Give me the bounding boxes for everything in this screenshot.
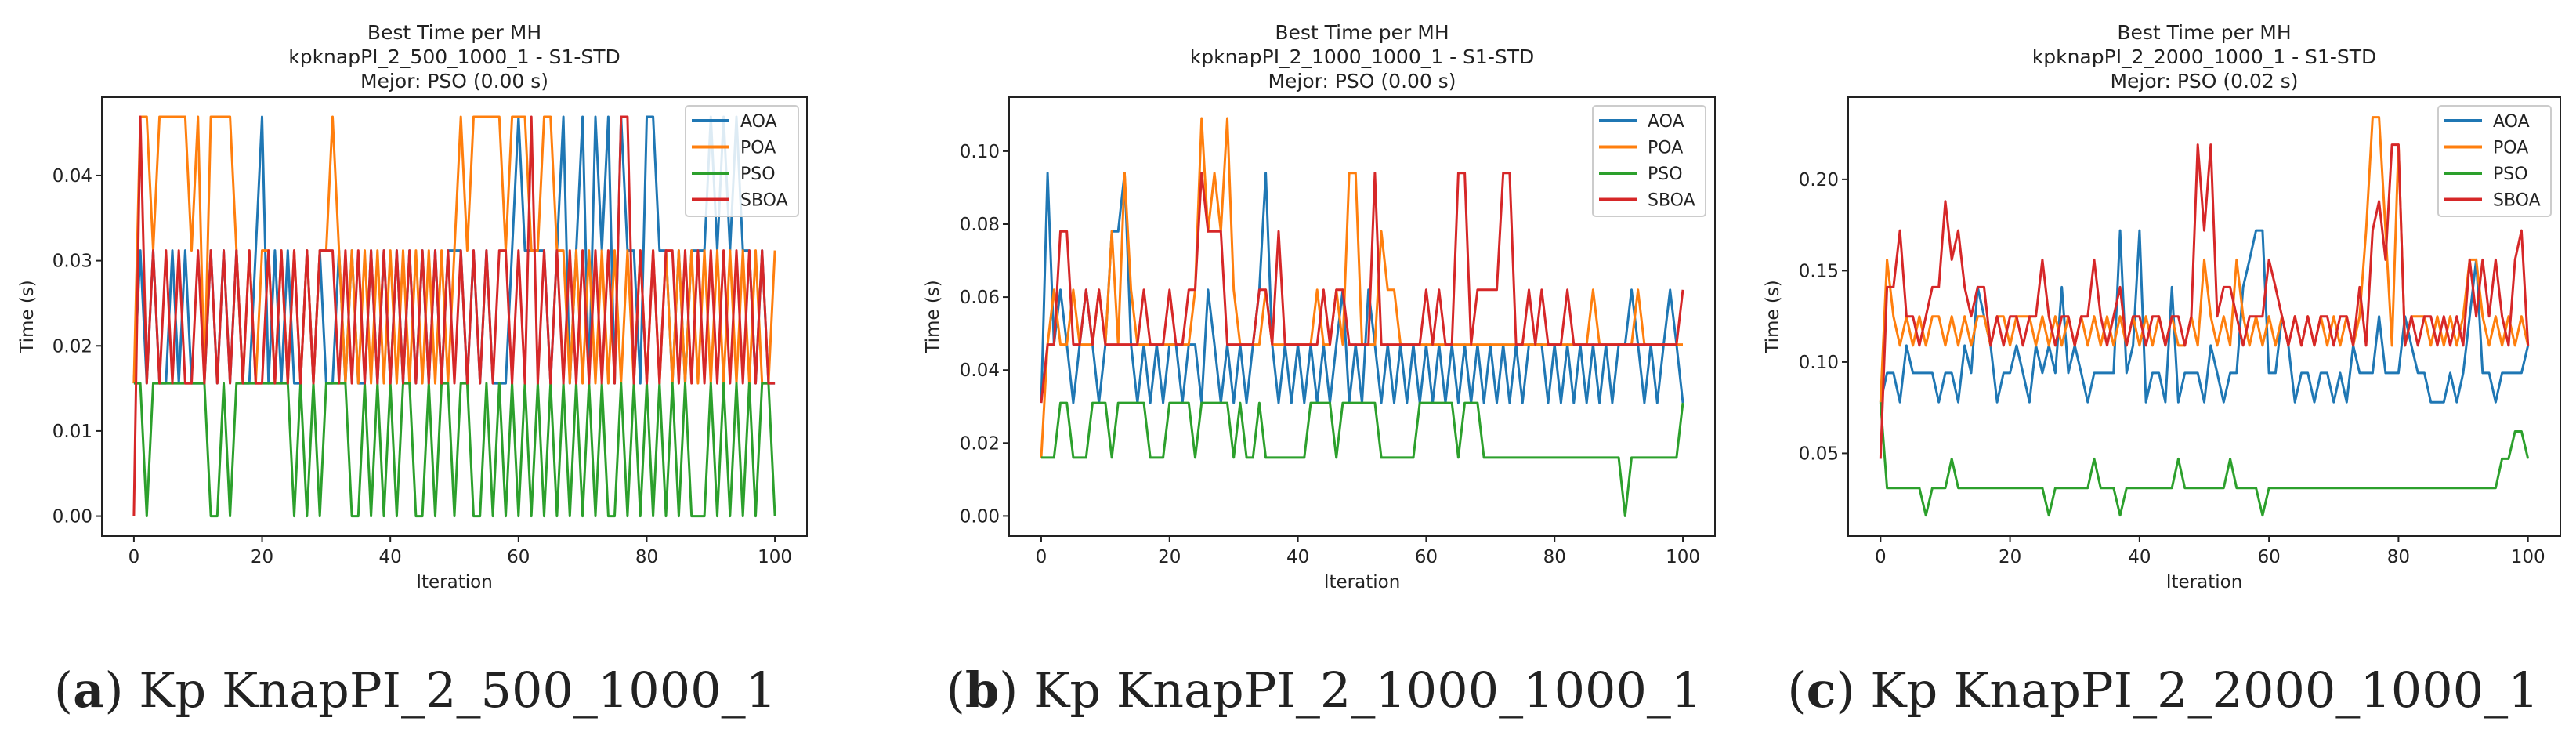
legend-label: AOA: [2493, 112, 2530, 132]
y-tick-label: 0.02: [960, 433, 1000, 454]
x-tick-label: 100: [758, 547, 792, 567]
y-tick-label: 0.06: [960, 288, 1000, 308]
x-tick-label: 80: [635, 547, 658, 567]
x-tick-label: 20: [1158, 547, 1181, 567]
x-axis-label: Iteration: [2166, 572, 2243, 592]
series-line-sboa: [1879, 143, 2530, 459]
caption-paren-open: (: [1787, 661, 1806, 719]
caption-letter: a: [73, 661, 104, 719]
y-tick-label: 0.05: [1799, 444, 1839, 464]
legend-label: SBOA: [740, 191, 788, 211]
x-tick-label: 40: [1286, 547, 1309, 567]
subfigure-caption: (b) Kp KnapPI_2_1000_1000_1: [946, 661, 1702, 719]
legend: AOA POA PSO SBOA: [685, 105, 799, 217]
subfigure-caption: (c) Kp KnapPI_2_2000_1000_1: [1787, 661, 2538, 719]
y-tick-label: 0.02: [52, 336, 92, 357]
legend-label: POA: [740, 139, 776, 158]
caption-letter: b: [965, 661, 999, 719]
y-tick-label: 0.04: [52, 166, 92, 187]
legend-box: [1592, 105, 1706, 217]
chart-title-line: Best Time per MH: [2117, 21, 2291, 44]
axes-frame: [1008, 96, 1716, 537]
series-line-poa: [132, 115, 776, 385]
legend-label: POA: [2493, 139, 2528, 158]
y-axis-label: Time (s): [17, 280, 38, 354]
x-axis-label: Iteration: [1324, 572, 1401, 592]
x-tick-label: 0: [128, 547, 140, 567]
legend-label: SBOA: [2493, 191, 2541, 211]
legend-label: AOA: [1648, 112, 1684, 132]
chart-title-line: Mejor: PSO (0.02 s): [2110, 70, 2298, 92]
caption-text: Kp KnapPI_2_500_1000_1: [124, 661, 777, 719]
y-axis-label: Time (s): [1763, 280, 1783, 354]
chart-title-line: Best Time per MH: [1275, 21, 1449, 44]
series-line-sboa: [132, 115, 776, 516]
x-axis-label: Iteration: [416, 572, 493, 592]
x-tick-label: 100: [2511, 547, 2545, 567]
chart-title-line: kpknapPI_2_2000_1000_1 - S1-STD: [2032, 45, 2376, 68]
caption-text: Kp KnapPI_2_2000_1000_1: [1855, 661, 2539, 719]
axes-frame: [101, 96, 808, 537]
y-tick-label: 0.04: [960, 361, 1000, 381]
chart-title-line: Best Time per MH: [367, 21, 541, 44]
y-tick-label: 0.08: [960, 215, 1000, 235]
x-tick-label: 0: [1875, 547, 1887, 567]
x-tick-label: 40: [2128, 547, 2151, 567]
chart-title-line: kpknapPI_2_500_1000_1 - S1-STD: [288, 45, 620, 68]
series-line-aoa: [1040, 172, 1684, 404]
series-line-poa: [1879, 116, 2530, 403]
legend: AOA POA PSO SBOA: [1592, 105, 1706, 217]
caption-paren-close: ): [999, 661, 1018, 719]
x-tick-label: 20: [251, 547, 273, 567]
y-tick-label: 0.00: [52, 507, 92, 527]
legend-label: SBOA: [1648, 191, 1695, 211]
chart-title-line: Mejor: PSO (0.00 s): [360, 70, 548, 92]
x-tick-label: 60: [507, 547, 530, 567]
caption-paren-open: (: [946, 661, 965, 719]
series-line-poa: [1040, 117, 1683, 458]
chart-title-line: Mejor: PSO (0.00 s): [1268, 70, 1456, 92]
legend-label: PSO: [2493, 165, 2528, 184]
legend-label: PSO: [1648, 165, 1683, 184]
caption-paren-close: ): [1836, 661, 1854, 719]
legend: AOA POA PSO SBOA: [2437, 105, 2552, 217]
x-tick-label: 100: [1666, 547, 1700, 567]
caption-paren-close: ): [104, 661, 123, 719]
caption-text: Kp KnapPI_2_1000_1000_1: [1018, 661, 1702, 719]
series-line-pso: [1041, 401, 1684, 517]
chart-title-line: kpknapPI_2_1000_1000_1 - S1-STD: [1190, 45, 1534, 68]
x-tick-label: 60: [2257, 547, 2280, 567]
legend-box: [685, 105, 799, 217]
x-tick-label: 40: [379, 547, 402, 567]
legend-label: POA: [1648, 139, 1683, 158]
y-tick-label: 0.03: [52, 252, 92, 272]
x-tick-label: 80: [2387, 547, 2410, 567]
caption-letter: c: [1807, 661, 1836, 719]
x-tick-label: 0: [1036, 547, 1047, 567]
legend-label: PSO: [740, 165, 776, 184]
x-tick-label: 80: [1543, 547, 1566, 567]
series-line-pso: [133, 382, 776, 518]
y-axis-label: Time (s): [923, 280, 943, 354]
subfigure-caption: (a) Kp KnapPI_2_500_1000_1: [54, 661, 776, 719]
y-tick-label: 0.20: [1799, 170, 1839, 190]
series-line-sboa: [1040, 172, 1684, 404]
caption-paren-open: (: [54, 661, 73, 719]
y-tick-label: 0.10: [960, 142, 1000, 162]
axes-frame: [1847, 96, 2561, 537]
y-tick-label: 0.00: [960, 506, 1000, 527]
series-line-pso: [1879, 402, 2530, 517]
legend-label: AOA: [740, 112, 777, 132]
x-tick-label: 20: [1999, 547, 2021, 567]
legend-box: [2437, 105, 2552, 217]
x-tick-label: 60: [1415, 547, 1438, 567]
y-tick-label: 0.01: [52, 422, 92, 442]
y-tick-label: 0.15: [1799, 261, 1839, 281]
y-tick-label: 0.10: [1799, 353, 1839, 373]
